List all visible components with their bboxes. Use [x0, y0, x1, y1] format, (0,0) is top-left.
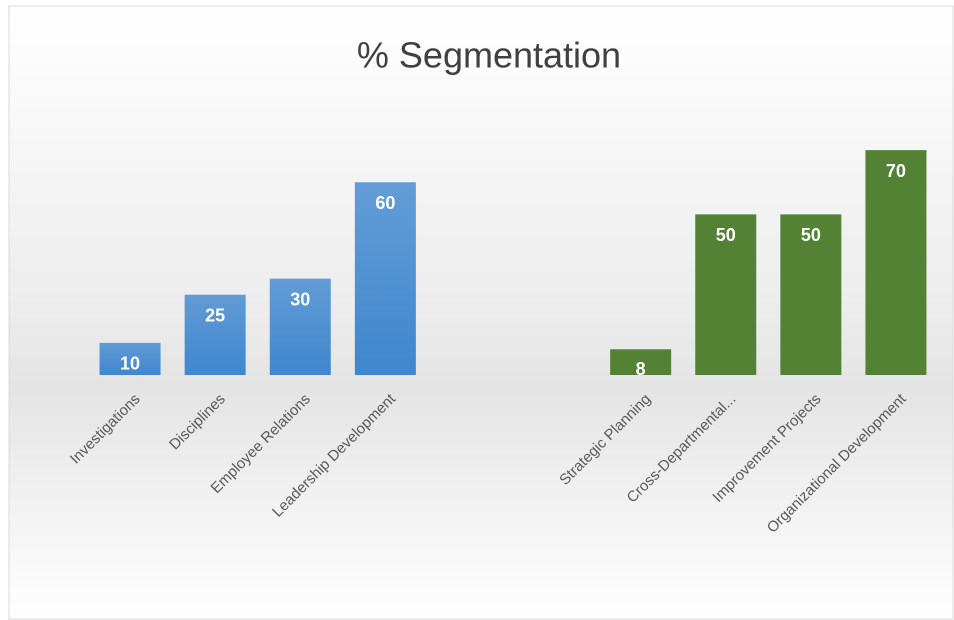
data-label: 25 [205, 305, 225, 325]
data-label: 8 [636, 359, 646, 379]
bar [184, 294, 246, 375]
data-label: 50 [716, 225, 736, 245]
data-label: 70 [886, 161, 906, 181]
data-label: 50 [801, 225, 821, 245]
data-label: 30 [290, 289, 310, 309]
bar [695, 214, 757, 375]
bar [610, 349, 672, 375]
data-label: 60 [375, 193, 395, 213]
bar [865, 150, 927, 375]
bar [99, 342, 161, 375]
bar [780, 214, 842, 375]
data-label: 10 [120, 354, 140, 374]
bar [269, 278, 331, 375]
bar [354, 182, 416, 375]
chart-title: % Segmentation [357, 35, 621, 76]
